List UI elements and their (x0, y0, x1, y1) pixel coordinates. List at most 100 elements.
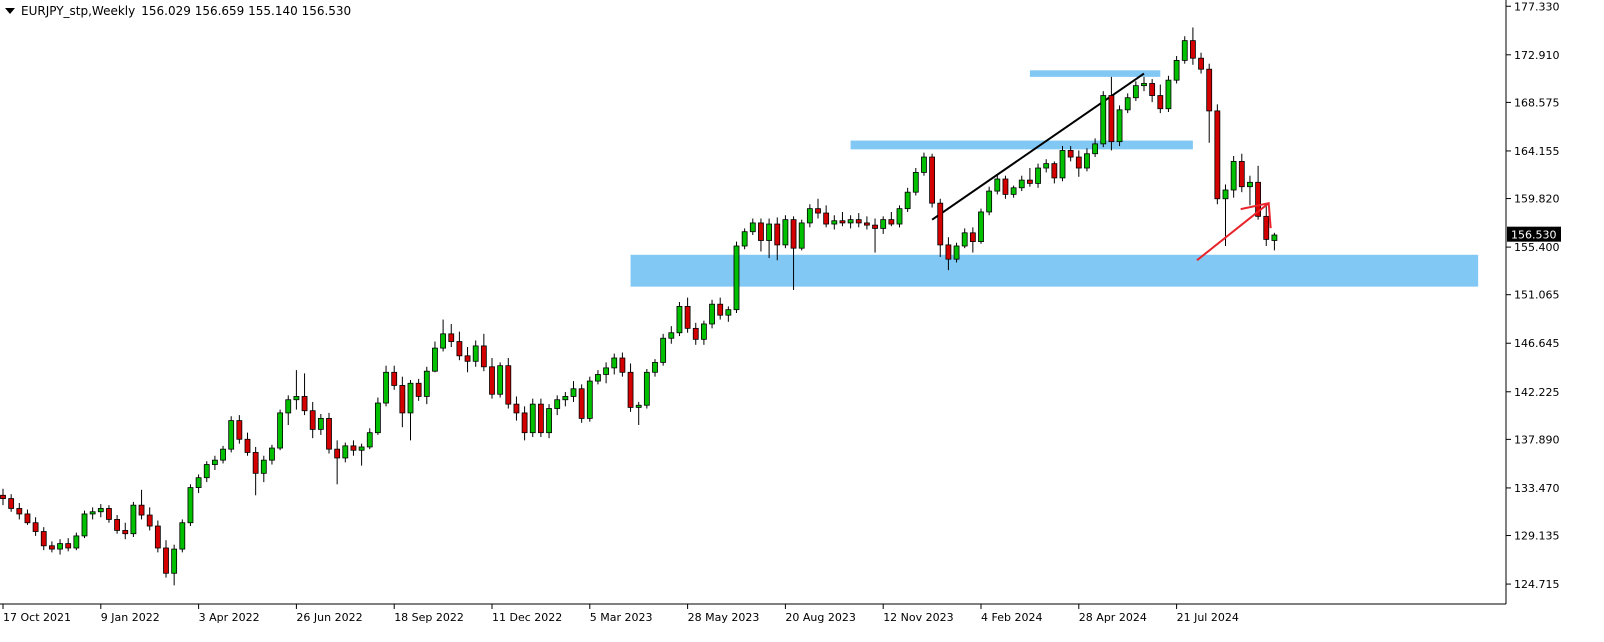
candle-body (497, 365, 504, 395)
candle (823, 205, 830, 228)
candle (138, 489, 145, 520)
x-tick-label: 26 Jun 2022 (296, 611, 362, 624)
candle-body (937, 202, 944, 246)
candle-body (921, 156, 927, 173)
candle-body (1002, 178, 1009, 195)
candle-body (635, 404, 642, 408)
candle-body (1059, 150, 1066, 179)
candle-body (505, 365, 512, 405)
candle (1222, 184, 1229, 246)
candle (0, 488, 6, 506)
candle-body (374, 402, 381, 434)
candle-body (790, 219, 797, 249)
candle (399, 376, 406, 428)
candle-body (1198, 57, 1204, 70)
candle (986, 186, 993, 216)
candle-body (1247, 181, 1253, 188)
candle-body (440, 333, 447, 349)
candle-body (619, 357, 626, 373)
candle (252, 446, 259, 496)
candle (269, 444, 275, 465)
candle-body (8, 498, 15, 509)
candle (97, 504, 104, 518)
candle-body (407, 382, 414, 414)
candle-body (106, 508, 112, 520)
candle-body (823, 212, 830, 225)
candle (676, 302, 683, 337)
candle (635, 401, 642, 425)
x-tick-label: 4 Feb 2024 (981, 611, 1042, 624)
candle-body (839, 220, 846, 224)
candle-body (423, 370, 430, 397)
candle (195, 474, 202, 494)
support-zone (630, 254, 1479, 287)
candle (122, 522, 129, 540)
candle-body (301, 396, 308, 412)
candle-body (815, 208, 821, 214)
x-tick-label: 18 Sep 2022 (394, 611, 464, 624)
x-tick-label: 5 Mar 2023 (590, 611, 653, 624)
candle-body (529, 403, 536, 434)
candle (1027, 168, 1033, 187)
candle (994, 174, 1001, 195)
candle-body (57, 543, 63, 550)
candle-body (864, 222, 870, 226)
candle (888, 211, 895, 227)
candle (668, 326, 675, 344)
candle-body (538, 403, 544, 434)
candle-body (81, 513, 88, 537)
candle (1067, 146, 1074, 162)
candle-body (1132, 85, 1139, 99)
candle-body (741, 231, 748, 247)
candle (733, 241, 740, 313)
candle (130, 501, 137, 538)
candle-body (782, 219, 789, 246)
candle-body (40, 531, 47, 547)
candle-body (578, 388, 585, 419)
chart-header: EURJPY_stp,Weekly 156.029 156.659 155.14… (5, 4, 351, 18)
candle-body (1206, 68, 1213, 112)
candle-body (1108, 95, 1115, 143)
candle-body (252, 452, 259, 474)
candle (374, 397, 381, 435)
candle-body (1141, 83, 1147, 87)
candle-body (929, 156, 935, 204)
x-axis: 17 Oct 2021 9 Jan 2022 3 Apr 2022 26 Jun 20… (2, 604, 1239, 624)
candle-body (269, 447, 275, 461)
candle-body (1067, 150, 1074, 158)
candle-body (1190, 40, 1196, 59)
symbol-label: EURJPY_stp,Weekly (21, 4, 136, 18)
candle-body (1149, 83, 1156, 96)
candle (904, 187, 911, 212)
candle-body (603, 367, 609, 375)
candle (415, 378, 422, 401)
candle-body (668, 332, 675, 339)
candle (1059, 146, 1066, 182)
candle-body (179, 522, 186, 550)
candle-body (114, 519, 120, 531)
candle (154, 520, 161, 553)
candle (73, 532, 80, 551)
x-tick-label: 17 Oct 2021 (3, 611, 71, 624)
y-tick-label: 155.400 (1514, 241, 1560, 254)
candle-body (660, 337, 667, 363)
collapse-triangle-icon[interactable] (5, 8, 15, 14)
candle-body (236, 420, 243, 440)
candle-body (228, 420, 235, 450)
candle-body (89, 511, 96, 515)
candle-body (880, 219, 887, 229)
candle-body (211, 459, 218, 465)
candle (358, 443, 365, 466)
candle-body (945, 244, 952, 260)
candle-body (1084, 153, 1090, 169)
candle (831, 215, 838, 230)
candle (432, 341, 438, 373)
x-tick-label: 20 Aug 2023 (785, 611, 855, 624)
candle-body (595, 374, 601, 382)
candle (187, 484, 194, 527)
candle (1100, 91, 1107, 148)
candle (1002, 175, 1009, 199)
candle (16, 502, 23, 520)
candle-body (611, 357, 618, 369)
